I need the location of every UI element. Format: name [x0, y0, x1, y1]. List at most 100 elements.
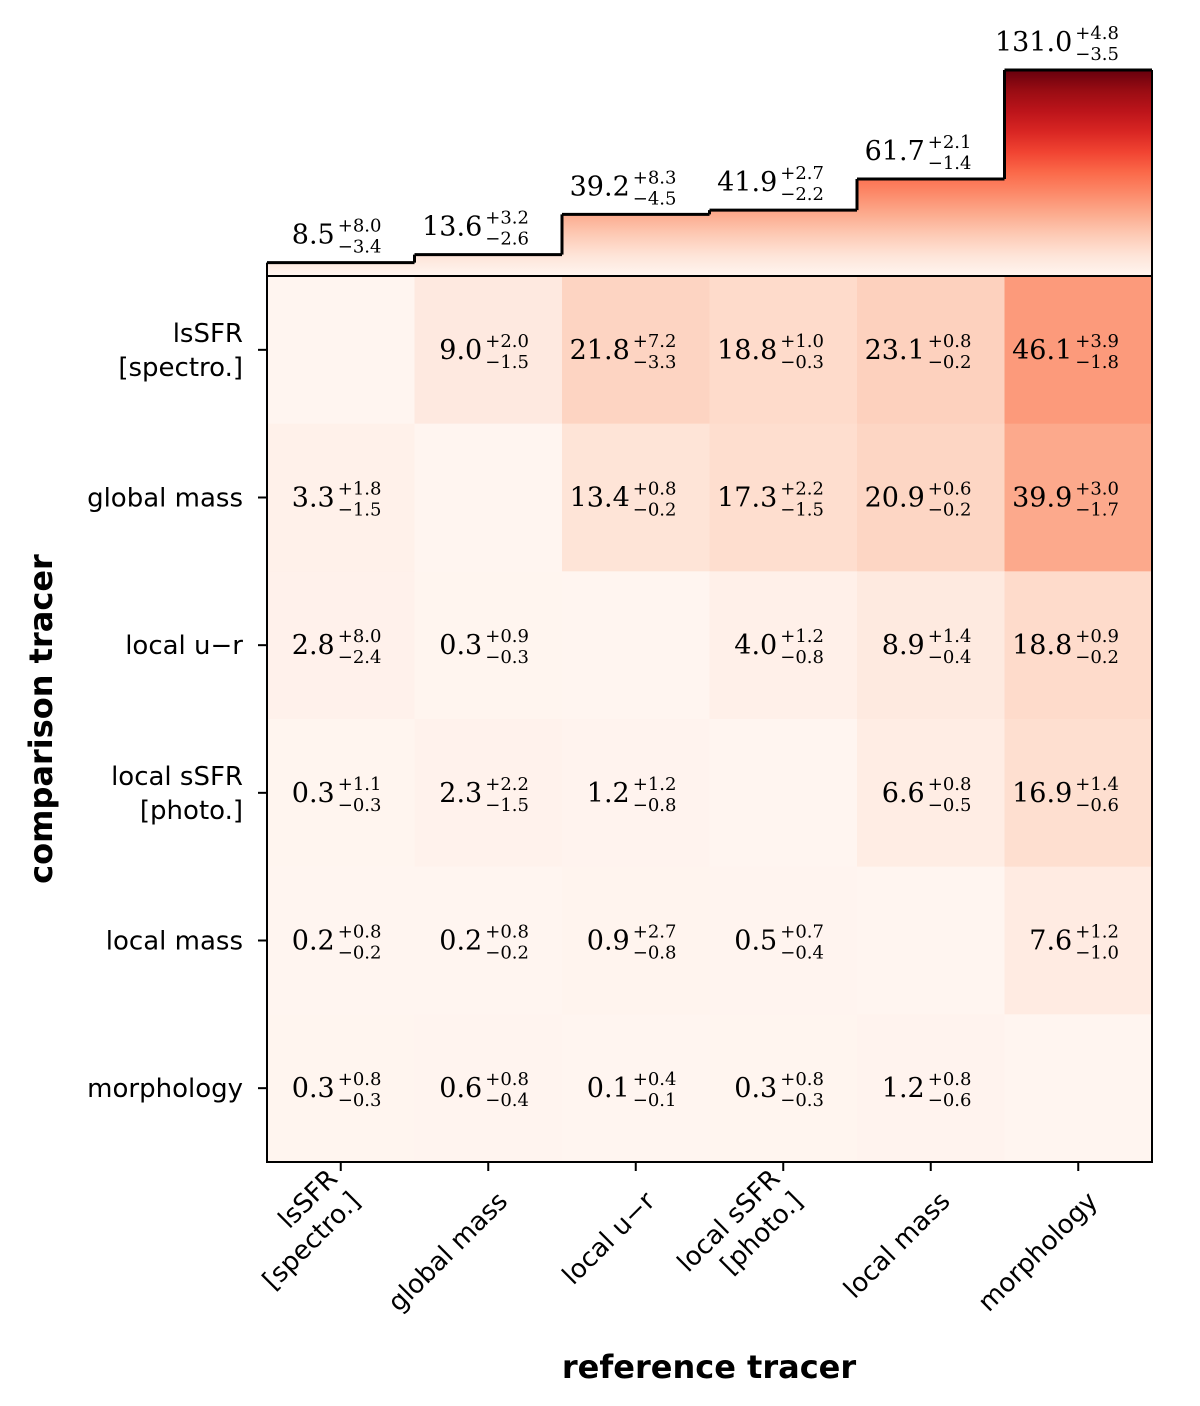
plus-error-text: +3.9 [1075, 331, 1119, 352]
minus-error-text: −0.8 [780, 647, 824, 668]
cell-label: 0.9 +2.7−0.8 [587, 922, 677, 964]
cell-label: 6.6 +0.8−0.5 [882, 774, 972, 816]
plus-error-text: +1.1 [338, 774, 382, 795]
value-text: 18.8 [717, 335, 777, 366]
value-text: 23.1 [865, 335, 925, 366]
value-text: 21.8 [570, 335, 630, 366]
minus-error-text: −0.5 [928, 795, 972, 816]
heatmap-cell [1004, 866, 1153, 1015]
plus-error-text: +2.2 [485, 774, 529, 795]
heatmap-cell [857, 276, 1005, 425]
minus-error-text: −0.2 [928, 352, 972, 373]
minus-error-text: −1.4 [928, 153, 972, 174]
cell-label: 9.0 +2.0−1.5 [439, 331, 529, 373]
minus-error-text: −0.1 [633, 1090, 677, 1111]
value-text: 0.3 [292, 778, 335, 809]
minus-error-text: −0.4 [780, 943, 824, 964]
minus-error-text: −0.4 [928, 647, 972, 668]
heatmap-cell [562, 719, 710, 868]
plus-error-text: +0.8 [928, 331, 972, 352]
cell-label: 39.9 +3.0−1.7 [1012, 479, 1119, 521]
value-text: 41.9 [717, 167, 777, 198]
y-tick-label: local u−r [125, 631, 243, 661]
plus-error-text: +7.2 [633, 331, 677, 352]
heatmap-cell [414, 1014, 563, 1163]
value-text: 2.8 [292, 630, 335, 661]
cell-label: 2.3 +2.2−1.5 [439, 774, 529, 816]
x-tick-label: local u−r [557, 1186, 662, 1291]
plus-error-text: +4.8 [1075, 23, 1119, 44]
heatmap-cell [709, 571, 858, 720]
heatmap-cells [267, 276, 1153, 1163]
y-axis-title: comparison tracer [22, 554, 60, 884]
plus-error-text: +2.0 [485, 331, 529, 352]
minus-error-text: −1.5 [485, 795, 529, 816]
plus-error-text: +1.8 [338, 479, 382, 500]
heatmap-cell [562, 276, 710, 425]
y-tick-label: morphology [87, 1074, 243, 1104]
value-text: 0.9 [587, 926, 630, 957]
cell-label: 0.3 +1.1−0.3 [292, 774, 382, 816]
x-tick-label-group: lsSFR[spectro.] [257, 1164, 366, 1296]
cell-label: 4.0 +1.2−0.8 [734, 626, 824, 668]
heatmap-cell [709, 276, 858, 425]
cell-label: 7.6 +1.2−1.0 [1029, 922, 1119, 964]
plus-error-text: +0.8 [485, 922, 529, 943]
value-text: 131.0 [995, 27, 1072, 58]
minus-error-text: −0.4 [485, 1090, 529, 1111]
minus-error-text: −1.5 [485, 352, 529, 373]
plus-error-text: +0.8 [780, 1069, 824, 1090]
value-text: 17.3 [717, 483, 777, 514]
x-tick-label-group: local u−r [557, 1186, 662, 1291]
cell-label: 2.8 +8.0−2.4 [292, 626, 382, 668]
plus-error-text: +0.8 [928, 774, 972, 795]
value-text: 1.2 [882, 1073, 925, 1104]
plus-error-text: +0.7 [780, 922, 824, 943]
minus-error-text: −4.5 [633, 188, 677, 209]
plus-error-text: +0.8 [338, 1069, 382, 1090]
y-tick-label: global mass [87, 484, 243, 514]
top-bar-label-2: 39.2 +8.3−4.5 [570, 167, 677, 209]
cell-label: 20.9 +0.6−0.2 [865, 479, 972, 521]
cell-label: 0.6 +0.8−0.4 [439, 1069, 529, 1111]
cell-label: 23.1 +0.8−0.2 [865, 331, 972, 373]
minus-error-text: −3.5 [1075, 44, 1119, 65]
plus-error-text: +2.7 [780, 163, 824, 184]
heatmap-cell [414, 276, 563, 425]
y-tick-label: local sSFR [111, 762, 243, 792]
plus-error-text: +1.2 [633, 774, 677, 795]
heatmap-cell [709, 866, 858, 1015]
top-bar-label-1: 13.6 +3.2−2.6 [422, 208, 529, 250]
plus-error-text: +0.9 [485, 626, 529, 647]
minus-error-text: −0.2 [633, 500, 677, 521]
minus-error-text: −2.2 [780, 184, 824, 205]
minus-error-text: −2.4 [338, 647, 382, 668]
cell-label: 1.2 +0.8−0.6 [882, 1069, 972, 1111]
value-text: 4.0 [734, 630, 777, 661]
value-text: 39.9 [1012, 483, 1072, 514]
minus-error-text: −0.8 [633, 943, 677, 964]
value-text: 13.4 [570, 483, 630, 514]
plus-error-text: +1.2 [1075, 922, 1119, 943]
plus-error-text: +0.6 [928, 479, 972, 500]
value-text: 2.3 [439, 778, 482, 809]
heatmap-cell [1004, 423, 1153, 572]
value-text: 1.2 [587, 778, 630, 809]
y-tick-label: local mass [106, 927, 243, 957]
value-text: 8.5 [292, 220, 335, 251]
value-text: 0.3 [292, 1073, 335, 1104]
minus-error-text: −0.2 [485, 943, 529, 964]
x-tick-label-group: global mass [382, 1186, 513, 1317]
heatmap-cell [857, 423, 1005, 572]
minus-error-text: −0.3 [780, 1090, 824, 1111]
value-text: 46.1 [1012, 335, 1072, 366]
plus-error-text: +0.8 [338, 922, 382, 943]
cell-label: 17.3 +2.2−1.5 [717, 479, 824, 521]
plus-error-text: +0.4 [633, 1069, 677, 1090]
heatmap-cell [267, 866, 415, 1015]
heatmap-cell [709, 1014, 858, 1163]
heatmap-cell [1004, 276, 1153, 425]
cell-label: 16.9 +1.4−0.6 [1012, 774, 1119, 816]
plus-error-text: +1.4 [928, 626, 972, 647]
top-bar-label-5: 131.0 +4.8−3.5 [995, 23, 1119, 65]
